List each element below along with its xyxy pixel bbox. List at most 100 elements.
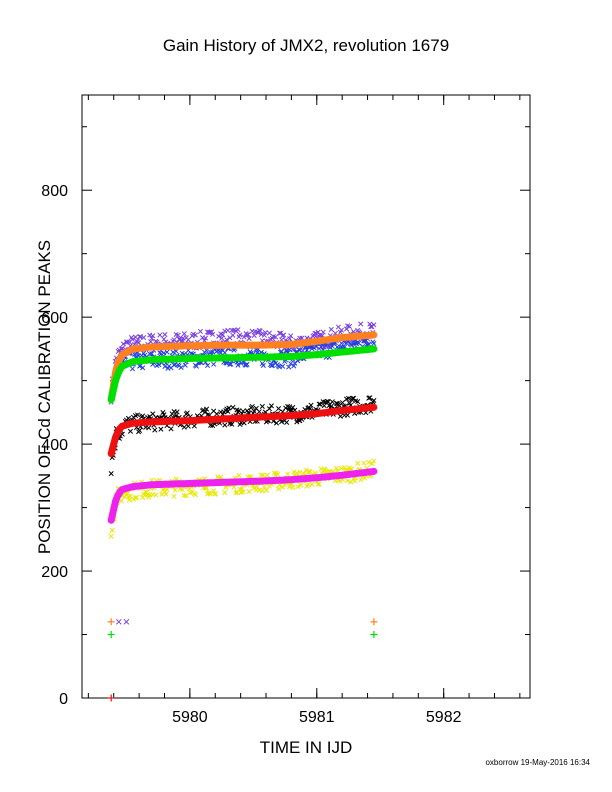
series-2-point [146, 425, 152, 431]
chart-title: Gain History of JMX2, revolution 1679 [162, 36, 450, 55]
series-5-line [107, 345, 378, 404]
series-1-point [366, 341, 372, 347]
series-3-point [369, 461, 375, 467]
series-2-point [222, 422, 228, 428]
series-3-point [218, 474, 224, 480]
series-3-point [271, 470, 278, 476]
series-3-point [316, 481, 322, 487]
series-2-point [127, 428, 134, 434]
series-3-point [213, 490, 219, 497]
series-0-point [192, 332, 198, 338]
series-2-point [173, 412, 179, 419]
series-3-point [192, 492, 198, 498]
series-3-point [153, 492, 159, 498]
series-1-point [309, 344, 315, 350]
series-0-point [261, 332, 267, 338]
series-0-point [272, 334, 279, 340]
series-2-point [367, 395, 373, 401]
series-0-point [279, 337, 285, 343]
series-2-point [137, 427, 143, 434]
series-3-point [254, 483, 260, 490]
series-2-point [275, 406, 282, 412]
series-0-point [246, 336, 252, 342]
series-3-point [144, 489, 150, 495]
series-3-point [303, 467, 309, 473]
series-2-point [353, 398, 359, 404]
series-1-point [149, 351, 155, 357]
series-3-point [306, 468, 312, 475]
series-1-point [268, 363, 275, 369]
series-1-point [211, 361, 217, 367]
series-2-point [284, 419, 290, 425]
series-1-point [161, 350, 167, 356]
series-2-point [307, 406, 313, 412]
series-3-point [222, 490, 228, 496]
series-2-point [333, 400, 339, 406]
series-2-point [229, 421, 235, 427]
x-axis-label: TIME IN IJD [259, 738, 353, 757]
series-2-point [160, 409, 166, 415]
series-3-point [338, 465, 344, 471]
series-0-point [257, 328, 263, 334]
series-0-point [173, 331, 179, 338]
series-0-point [245, 332, 251, 338]
series-3-point [297, 469, 303, 475]
series-2-point [328, 403, 334, 409]
series-3-point [352, 478, 358, 484]
series-1-point [131, 351, 138, 357]
series-0-point [315, 329, 321, 335]
series-3-point [240, 489, 246, 495]
series-2-point [259, 403, 265, 409]
series-3-point [355, 460, 361, 467]
series-2-point [161, 412, 167, 418]
x-tick-label: 5982 [426, 709, 462, 726]
series-1-point [287, 347, 293, 353]
series-3-point [260, 472, 266, 478]
series-3-point [202, 485, 209, 491]
series-1-point [280, 363, 286, 369]
series-1-point [222, 350, 228, 356]
series-1-point [182, 362, 188, 368]
series-0-point [124, 339, 130, 345]
series-0-point [162, 332, 168, 338]
series-3-point [298, 482, 304, 488]
series-2-point [208, 422, 214, 428]
series-1-point [260, 362, 266, 368]
series-3-point [259, 488, 265, 494]
series-0-point [332, 330, 338, 336]
series-2-point [181, 424, 187, 430]
series-3-point [290, 484, 296, 491]
series-1-point [164, 349, 170, 355]
series-2-point [191, 423, 197, 429]
series-1-point [371, 340, 377, 347]
series-2-point [253, 405, 259, 411]
series-3-point [307, 469, 313, 475]
series-0-point [149, 335, 155, 342]
series-0-point [210, 331, 216, 337]
series-0-point [150, 333, 156, 339]
plot-frame [81, 94, 531, 699]
credit-text: oxborrow 19-May-2016 16:34 [485, 758, 590, 767]
y-tick-label: 0 [59, 691, 68, 708]
series-0-point [235, 327, 241, 333]
series-2-point [119, 431, 125, 437]
series-0-point [277, 330, 283, 336]
series-0-point [225, 327, 231, 334]
series-0-point [368, 324, 374, 330]
series-3-point [211, 488, 217, 494]
series-2-point [279, 419, 285, 425]
series-0-point [148, 339, 154, 345]
series-1-point [141, 350, 147, 356]
series-1-point [204, 362, 211, 369]
series-0-point [312, 330, 318, 337]
series-1-point [140, 365, 146, 371]
series-3-point [371, 458, 377, 464]
series-2-point [350, 395, 356, 402]
series-0-point [220, 332, 226, 338]
series-2-point [234, 407, 240, 413]
series-2-point [125, 415, 131, 421]
series-3-point [171, 493, 177, 499]
series-2-point [251, 408, 257, 414]
series-0-point [157, 332, 163, 338]
series-0-point [241, 334, 247, 340]
